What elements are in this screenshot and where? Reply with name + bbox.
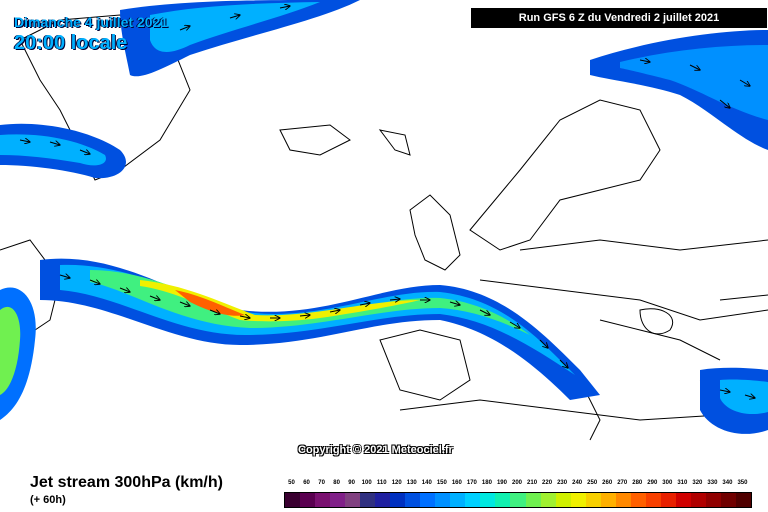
color-scale-label: 70 — [318, 480, 325, 486]
color-scale-label: 50 — [288, 480, 295, 486]
forecast-date: Dimanche 4 juillet 2021 — [14, 14, 169, 30]
color-scale-swatch — [465, 493, 481, 507]
color-scale-swatch — [675, 493, 691, 507]
color-scale-swatch — [690, 493, 706, 507]
forecast-time: 20:00 locale — [14, 32, 128, 54]
color-scale-swatch — [705, 493, 721, 507]
jet-stream-map — [0, 0, 768, 441]
color-scale-bar — [284, 492, 752, 508]
color-scale-label: 90 — [348, 480, 355, 486]
color-scale-swatch — [345, 493, 361, 507]
color-scale-swatch — [405, 493, 421, 507]
color-scale-swatch — [600, 493, 616, 507]
color-scale-label: 270 — [617, 480, 628, 486]
color-scale-swatch — [735, 493, 751, 507]
color-scale-swatch — [315, 493, 331, 507]
legend-subtitle: (+ 60h) — [30, 494, 66, 506]
color-scale-swatch — [360, 493, 376, 507]
legend-title: Jet stream 300hPa (km/h) — [30, 474, 223, 491]
wind-arrows — [19, 6, 755, 398]
color-scale-label: 210 — [527, 480, 538, 486]
color-scale-swatch — [720, 493, 736, 507]
color-scale-label: 280 — [632, 480, 643, 486]
color-scale-label: 140 — [421, 480, 432, 486]
color-scale-swatch — [330, 493, 346, 507]
color-scale-label: 310 — [677, 480, 688, 486]
color-scale-swatch — [585, 493, 601, 507]
color-scale-swatch — [510, 493, 526, 507]
color-scale-swatch — [420, 493, 436, 507]
copyright-text: Copyright © 2021 Meteociel.fr — [298, 444, 453, 456]
color-scale-label: 120 — [391, 480, 402, 486]
color-scale-swatch — [555, 493, 571, 507]
color-scale-label: 300 — [662, 480, 673, 486]
color-scale-swatch — [660, 493, 676, 507]
color-scale-swatch — [450, 493, 466, 507]
color-scale-label: 240 — [572, 480, 583, 486]
color-scale-label: 200 — [511, 480, 522, 486]
color-scale-swatch — [495, 493, 511, 507]
color-scale-labels: 50 60 70 80 90 100 110 120 130 140 150 160 170 180 190… — [282, 480, 752, 490]
color-scale-label: 260 — [602, 480, 613, 486]
color-scale-label: 290 — [647, 480, 658, 486]
color-scale-label: 340 — [722, 480, 733, 486]
color-scale-swatch — [540, 493, 556, 507]
color-scale-label: 230 — [557, 480, 568, 486]
color-scale-swatch — [285, 493, 301, 507]
color-scale-label: 160 — [451, 480, 462, 486]
color-scale-label: 150 — [436, 480, 447, 486]
color-scale-swatch — [570, 493, 586, 507]
color-scale-swatch — [375, 493, 391, 507]
color-scale-swatch — [525, 493, 541, 507]
jet-stream-bands — [0, 0, 768, 434]
color-scale-label: 250 — [587, 480, 598, 486]
color-scale-swatch — [630, 493, 646, 507]
color-scale-swatch — [435, 493, 451, 507]
color-scale-label: 180 — [481, 480, 492, 486]
color-scale-swatch — [390, 493, 406, 507]
color-scale-label: 80 — [333, 480, 340, 486]
color-scale-swatch — [300, 493, 316, 507]
color-scale-label: 60 — [303, 480, 310, 486]
color-scale-swatch — [645, 493, 661, 507]
color-scale-label: 330 — [707, 480, 718, 486]
color-scale-label: 220 — [542, 480, 553, 486]
color-scale-label: 320 — [692, 480, 703, 486]
color-scale-label: 100 — [361, 480, 372, 486]
color-scale-swatch — [480, 493, 496, 507]
color-scale-label: 110 — [376, 480, 387, 486]
color-scale-label: 190 — [496, 480, 507, 486]
color-scale-label: 350 — [737, 480, 748, 486]
color-scale-label: 130 — [406, 480, 417, 486]
model-run-label: Run GFS 6 Z du Vendredi 2 juillet 2021 — [471, 8, 767, 28]
color-scale-label: 170 — [466, 480, 477, 486]
color-scale-swatch — [615, 493, 631, 507]
